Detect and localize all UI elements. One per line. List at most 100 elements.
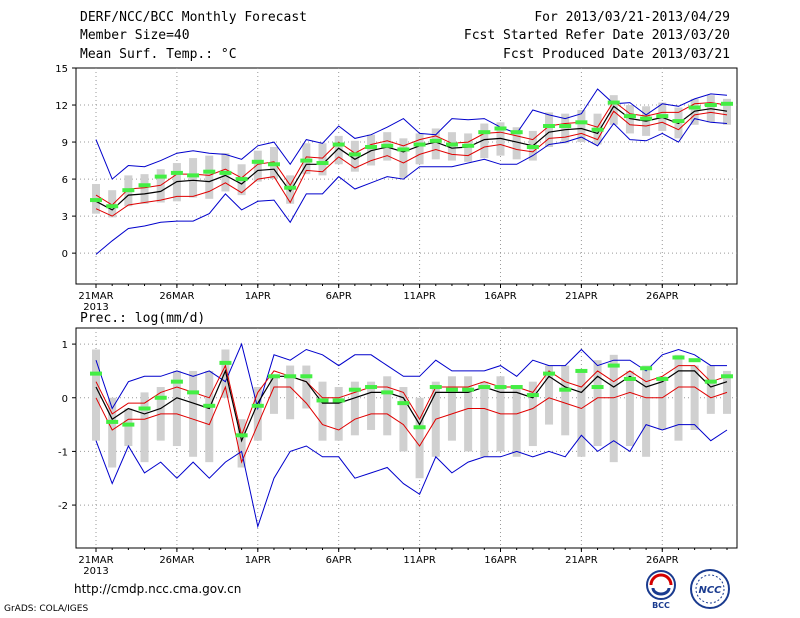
x-tick-label: 21APR bbox=[565, 555, 598, 566]
spread-box bbox=[140, 392, 149, 463]
observed-marker bbox=[251, 403, 264, 408]
ncc-logo: NCC bbox=[686, 568, 734, 610]
x-tick-label: 1APR bbox=[245, 555, 271, 566]
spread-box bbox=[124, 408, 133, 447]
observed-marker bbox=[510, 130, 523, 135]
series-line-upper bbox=[95, 100, 728, 206]
spread-box bbox=[334, 135, 343, 165]
y-tick-label: 6 bbox=[62, 175, 68, 186]
observed-marker bbox=[154, 174, 167, 179]
observed-marker bbox=[672, 119, 685, 124]
chart-title: DERF/NCC/BCC Monthly Forecast bbox=[80, 10, 307, 25]
temp-variable-label: Mean Surf. Temp.: °C bbox=[80, 47, 237, 62]
spread-box bbox=[561, 113, 570, 144]
observed-marker bbox=[203, 403, 216, 408]
observed-marker bbox=[397, 401, 410, 406]
observed-marker bbox=[106, 419, 119, 424]
spread-box bbox=[642, 365, 651, 457]
x-tick-label: 6APR bbox=[326, 291, 352, 302]
spread-box bbox=[545, 365, 554, 425]
spread-box bbox=[690, 365, 699, 430]
observed-marker bbox=[575, 120, 588, 125]
observed-marker bbox=[640, 366, 653, 371]
spread-box bbox=[480, 123, 489, 159]
observed-marker bbox=[219, 170, 232, 175]
observed-marker bbox=[704, 103, 717, 108]
observed-marker bbox=[251, 159, 264, 164]
x-tick-label: 21APR bbox=[565, 291, 598, 302]
x-tick-label: 1APR bbox=[245, 291, 271, 302]
observed-marker bbox=[607, 100, 620, 105]
spread-box bbox=[464, 376, 473, 452]
spread-box bbox=[350, 381, 359, 436]
source-url[interactable]: http://cmdp.ncc.cma.gov.cn bbox=[74, 582, 242, 596]
observed-marker bbox=[300, 158, 313, 163]
y-tick-label: 3 bbox=[62, 212, 68, 223]
observed-marker bbox=[672, 355, 685, 360]
spread-box bbox=[189, 158, 198, 198]
observed-marker bbox=[559, 124, 572, 129]
observed-marker bbox=[122, 188, 135, 193]
x-tick-label: 26MAR bbox=[159, 555, 194, 566]
observed-marker bbox=[332, 142, 345, 147]
observed-marker bbox=[494, 385, 507, 390]
observed-marker bbox=[267, 162, 280, 167]
series-line-lower bbox=[95, 385, 728, 464]
observed-marker bbox=[478, 385, 491, 390]
spread-box bbox=[108, 397, 117, 468]
observed-marker bbox=[721, 374, 733, 379]
y-tick-label: -1 bbox=[58, 447, 68, 458]
series-line-max bbox=[95, 88, 728, 180]
observed-marker bbox=[187, 173, 200, 178]
x-tick-label: 6APR bbox=[326, 555, 352, 566]
precipitation-panel: -2 -1 0 1 21MAR 26MAR 1APR 6APR 11APR 16APR 21APR 2… bbox=[58, 327, 738, 577]
series-line-max bbox=[95, 342, 727, 411]
spread-box bbox=[383, 376, 392, 436]
observed-marker bbox=[526, 393, 539, 398]
spread-box bbox=[108, 190, 117, 218]
spread-box bbox=[189, 370, 198, 457]
series-line-min bbox=[95, 118, 728, 255]
x-tick-label: 26MAR bbox=[159, 291, 194, 302]
spread-box bbox=[577, 370, 586, 457]
spread-box bbox=[334, 387, 343, 441]
observed-marker bbox=[316, 161, 329, 166]
spread-box bbox=[205, 155, 214, 199]
spread-box bbox=[512, 387, 521, 457]
series-line-mean bbox=[95, 105, 728, 211]
observed-marker bbox=[365, 144, 378, 149]
grads-credit: GrADS: COLA/IGES bbox=[4, 604, 89, 614]
observed-marker bbox=[656, 114, 669, 119]
spread-box bbox=[302, 365, 311, 409]
observed-marker bbox=[397, 147, 410, 152]
y-tick-label: 1 bbox=[62, 340, 68, 351]
observed-marker bbox=[267, 374, 280, 379]
forecast-period: For 2013/03/21-2013/04/29 bbox=[534, 10, 730, 25]
spread-box bbox=[318, 143, 327, 176]
y-tick-label: 0 bbox=[62, 249, 68, 260]
observed-marker bbox=[138, 183, 151, 188]
observed-marker bbox=[510, 385, 523, 390]
x-tick-label: 16APR bbox=[484, 291, 517, 302]
observed-marker bbox=[138, 406, 151, 411]
spread-box bbox=[723, 370, 731, 414]
spread-box bbox=[593, 360, 602, 447]
series-line-upper bbox=[95, 364, 728, 438]
spread-box bbox=[172, 370, 181, 447]
spread-box bbox=[286, 365, 295, 420]
observed-marker bbox=[591, 127, 604, 132]
plot-frame bbox=[75, 327, 738, 549]
observed-marker bbox=[526, 144, 539, 149]
observed-marker bbox=[90, 371, 102, 376]
observed-marker bbox=[203, 169, 216, 174]
observed-marker bbox=[284, 185, 297, 190]
member-size: Member Size=40 bbox=[80, 28, 190, 43]
observed-marker bbox=[445, 387, 458, 392]
spread-box bbox=[447, 376, 456, 441]
x-tick-label: 16APR bbox=[484, 555, 517, 566]
spread-box bbox=[431, 128, 440, 160]
spread-box bbox=[415, 397, 424, 479]
spread-box bbox=[625, 370, 634, 447]
spread-box bbox=[706, 365, 715, 414]
bcc-logo: BCC bbox=[640, 568, 682, 610]
